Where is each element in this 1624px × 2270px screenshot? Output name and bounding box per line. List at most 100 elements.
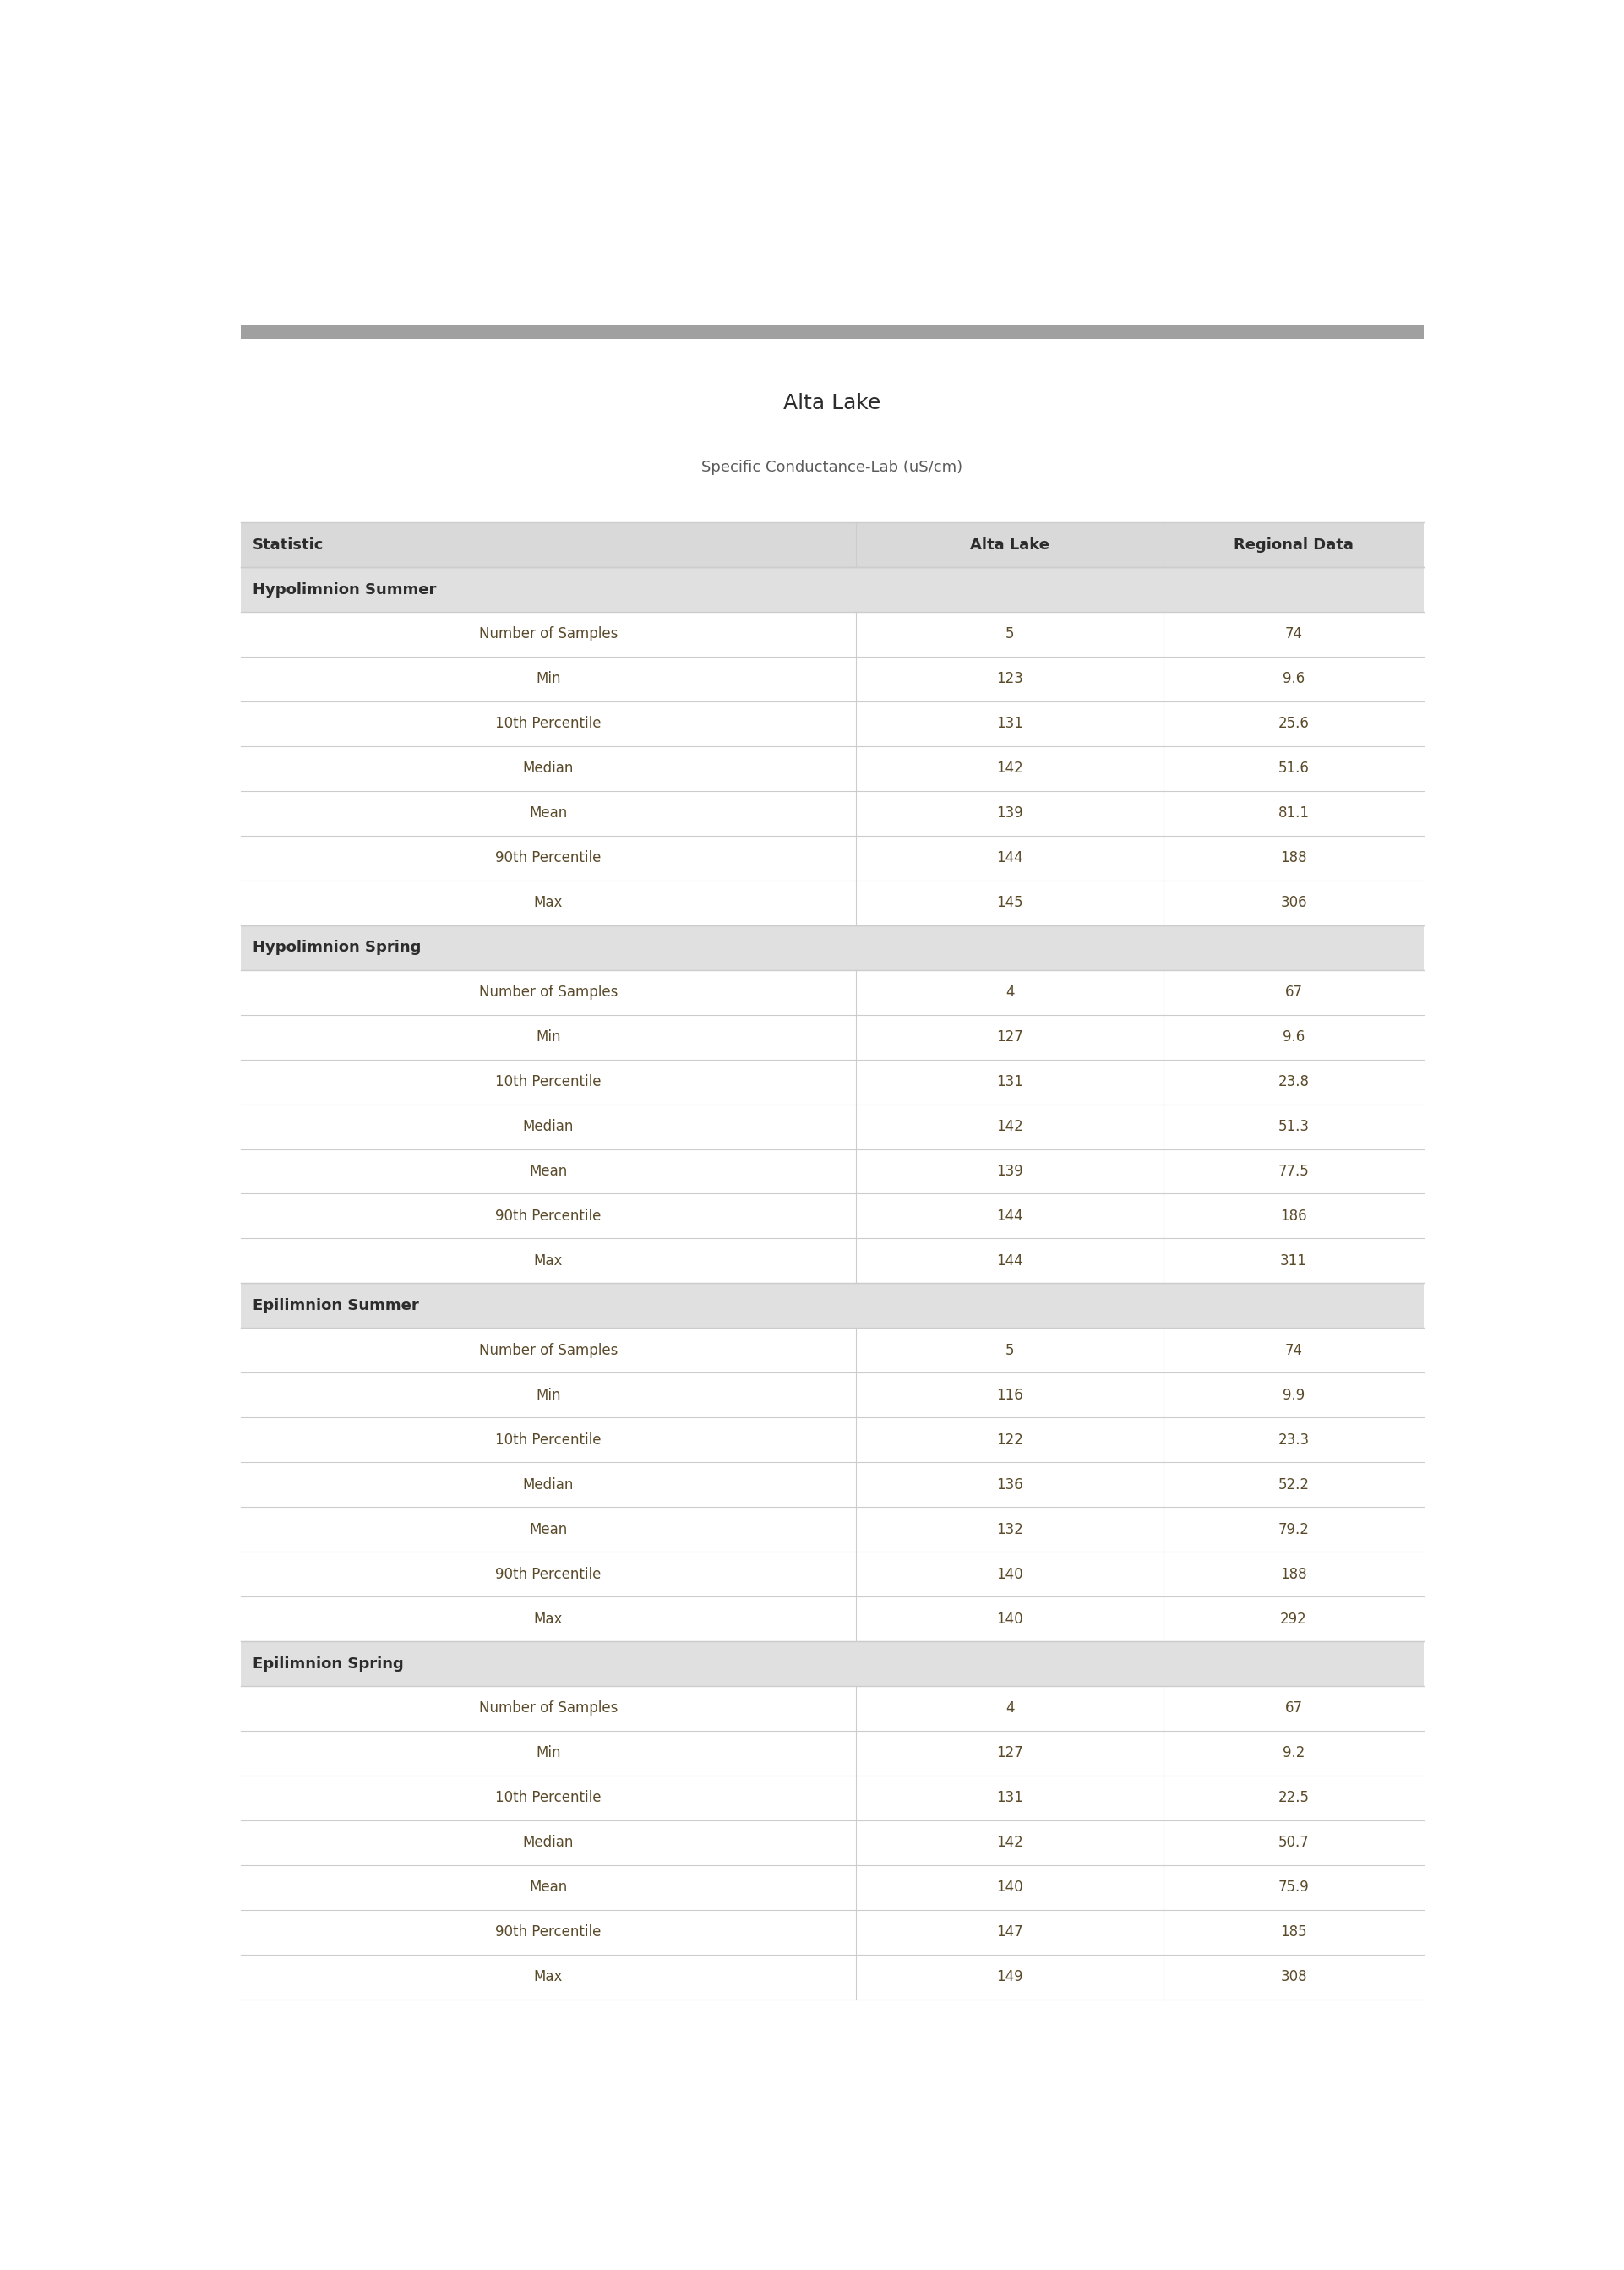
Text: 140: 140: [997, 1612, 1023, 1628]
Text: 51.3: 51.3: [1278, 1119, 1309, 1135]
Text: Mean: Mean: [529, 1521, 567, 1537]
Text: Hypolimnion Spring: Hypolimnion Spring: [253, 940, 421, 956]
Text: 67: 67: [1285, 1700, 1302, 1716]
Text: 140: 140: [997, 1880, 1023, 1895]
Text: Specific Conductance-Lab (uS/cm): Specific Conductance-Lab (uS/cm): [702, 461, 963, 474]
Text: Mean: Mean: [529, 1880, 567, 1895]
Text: 142: 142: [997, 760, 1023, 776]
Text: 292: 292: [1280, 1612, 1307, 1628]
Text: Median: Median: [523, 1119, 573, 1135]
Text: 75.9: 75.9: [1278, 1880, 1309, 1895]
Bar: [240, 1060, 1424, 1103]
Text: Median: Median: [523, 1834, 573, 1850]
Text: 10th Percentile: 10th Percentile: [495, 1074, 601, 1090]
Bar: [240, 1553, 1424, 1596]
Text: 306: 306: [1280, 894, 1307, 910]
Text: 136: 136: [997, 1478, 1023, 1491]
Text: 140: 140: [997, 1566, 1023, 1582]
Bar: [240, 969, 1424, 1015]
Text: 22.5: 22.5: [1278, 1791, 1309, 1805]
Text: Max: Max: [534, 894, 564, 910]
Text: Median: Median: [523, 1478, 573, 1491]
Text: Number of Samples: Number of Samples: [479, 627, 617, 642]
Text: 149: 149: [997, 1970, 1023, 1984]
Text: 131: 131: [996, 715, 1023, 731]
Bar: [240, 522, 1424, 568]
Text: Min: Min: [536, 672, 560, 686]
Bar: [240, 1909, 1424, 1954]
Text: 10th Percentile: 10th Percentile: [495, 1432, 601, 1448]
Bar: [240, 1283, 1424, 1328]
Text: 90th Percentile: 90th Percentile: [495, 1208, 601, 1224]
Text: 127: 127: [997, 1746, 1023, 1762]
Text: Max: Max: [534, 1253, 564, 1269]
Bar: [240, 1641, 1424, 1687]
Bar: [240, 1866, 1424, 1909]
Text: 81.1: 81.1: [1278, 806, 1309, 822]
Bar: [240, 1149, 1424, 1194]
Bar: [240, 325, 1424, 338]
Bar: [240, 790, 1424, 835]
Text: 51.6: 51.6: [1278, 760, 1309, 776]
Text: 74: 74: [1285, 1344, 1302, 1357]
Text: 4: 4: [1005, 985, 1015, 999]
Bar: [240, 1730, 1424, 1775]
Text: 90th Percentile: 90th Percentile: [495, 1925, 601, 1941]
Text: 185: 185: [1280, 1925, 1307, 1941]
Bar: [240, 568, 1424, 613]
Bar: [240, 1687, 1424, 1730]
Text: 144: 144: [997, 1208, 1023, 1224]
Bar: [240, 1194, 1424, 1239]
Text: 9.2: 9.2: [1283, 1746, 1304, 1762]
Text: 144: 144: [997, 851, 1023, 865]
Text: 139: 139: [997, 806, 1023, 822]
Text: 188: 188: [1280, 851, 1307, 865]
Bar: [240, 701, 1424, 747]
Text: 142: 142: [997, 1834, 1023, 1850]
Text: Alta Lake: Alta Lake: [970, 538, 1049, 552]
Text: 131: 131: [996, 1791, 1023, 1805]
Bar: [240, 1239, 1424, 1283]
Bar: [240, 747, 1424, 790]
Text: 10th Percentile: 10th Percentile: [495, 1791, 601, 1805]
Bar: [240, 1015, 1424, 1060]
Text: Median: Median: [523, 760, 573, 776]
Text: 9.6: 9.6: [1283, 1031, 1304, 1044]
Text: 10th Percentile: 10th Percentile: [495, 715, 601, 731]
Text: Statistic: Statistic: [253, 538, 323, 552]
Bar: [240, 656, 1424, 701]
Text: 52.2: 52.2: [1278, 1478, 1309, 1491]
Text: 122: 122: [996, 1432, 1023, 1448]
Bar: [240, 1328, 1424, 1373]
Bar: [240, 613, 1424, 656]
Text: Mean: Mean: [529, 806, 567, 822]
Bar: [240, 1821, 1424, 1866]
Text: 5: 5: [1005, 627, 1015, 642]
Text: Max: Max: [534, 1970, 564, 1984]
Bar: [240, 926, 1424, 969]
Text: Number of Samples: Number of Samples: [479, 1700, 617, 1716]
Text: 67: 67: [1285, 985, 1302, 999]
Text: 123: 123: [996, 672, 1023, 686]
Bar: [240, 1373, 1424, 1416]
Text: 142: 142: [997, 1119, 1023, 1135]
Text: Mean: Mean: [529, 1165, 567, 1178]
Text: Hypolimnion Summer: Hypolimnion Summer: [253, 581, 437, 597]
Text: 9.6: 9.6: [1283, 672, 1304, 686]
Text: 147: 147: [997, 1925, 1023, 1941]
Text: 308: 308: [1280, 1970, 1307, 1984]
Text: 77.5: 77.5: [1278, 1165, 1309, 1178]
Text: Epilimnion Spring: Epilimnion Spring: [253, 1657, 404, 1671]
Text: 144: 144: [997, 1253, 1023, 1269]
Text: Min: Min: [536, 1746, 560, 1762]
Bar: [240, 1416, 1424, 1462]
Text: 5: 5: [1005, 1344, 1015, 1357]
Text: 311: 311: [1280, 1253, 1307, 1269]
Text: Min: Min: [536, 1031, 560, 1044]
Text: 74: 74: [1285, 627, 1302, 642]
Text: 23.3: 23.3: [1278, 1432, 1309, 1448]
Text: 131: 131: [996, 1074, 1023, 1090]
Text: 4: 4: [1005, 1700, 1015, 1716]
Text: 116: 116: [997, 1387, 1023, 1403]
Text: 90th Percentile: 90th Percentile: [495, 851, 601, 865]
